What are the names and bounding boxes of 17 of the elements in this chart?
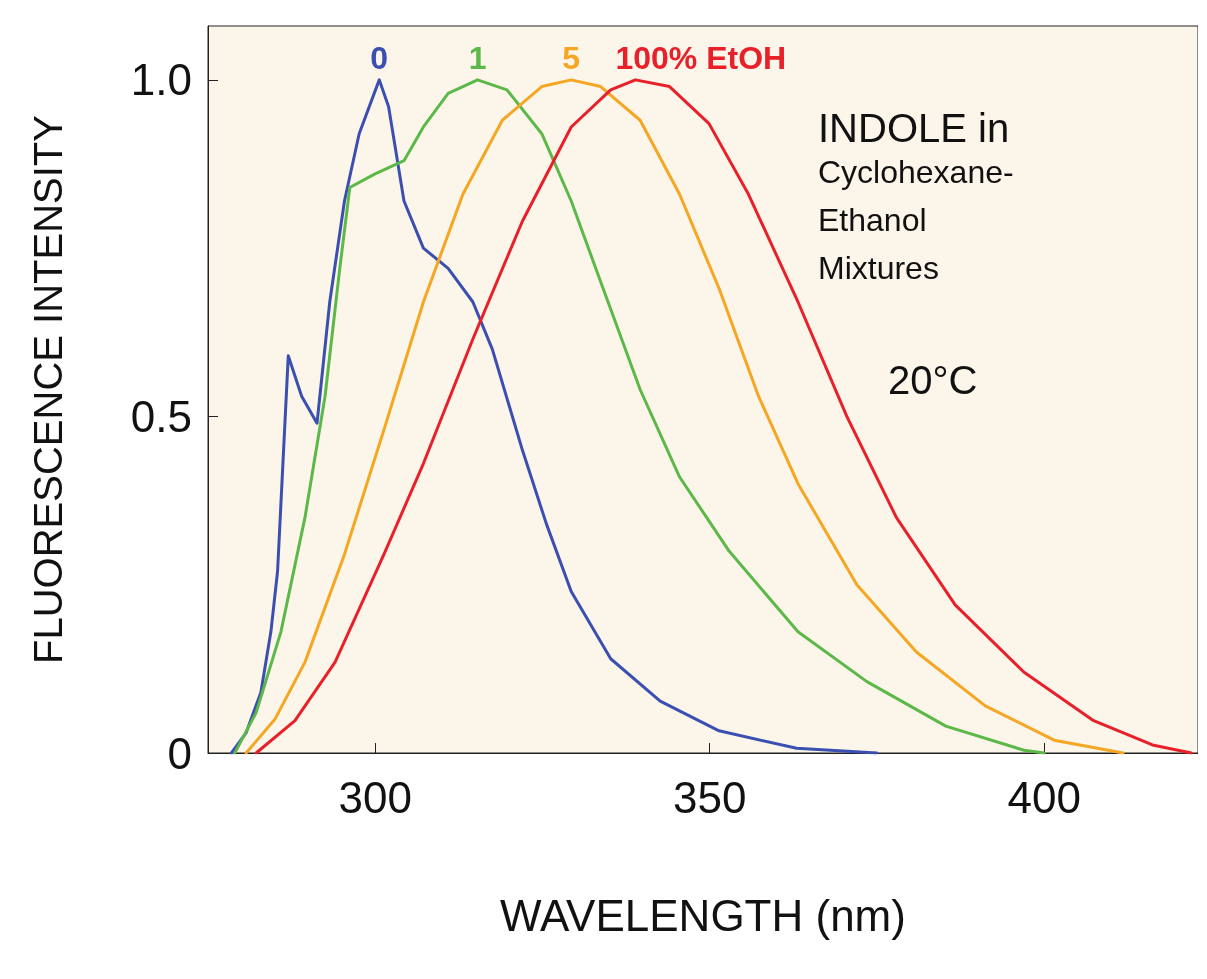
annotation: Ethanol	[818, 202, 927, 238]
y-tick-label: 0.5	[130, 391, 192, 441]
y-tick-label: 1.0	[130, 55, 192, 105]
annotation: 20°C	[888, 358, 978, 402]
series-label: 5	[562, 39, 581, 76]
y-axis-title: FLUORESCENCE INTENSITY	[26, 115, 70, 664]
annotation: Cyclohexane-	[818, 154, 1014, 190]
series-label: 100% EtOH	[615, 39, 787, 76]
annotation: Mixtures	[818, 250, 939, 286]
x-tick-label: 400	[1007, 772, 1081, 822]
series-label: 0	[370, 39, 389, 76]
y-tick-label: 0	[167, 728, 192, 778]
x-tick-label: 350	[672, 772, 747, 822]
series-label: 1	[468, 39, 487, 76]
annotation: INDOLE in	[818, 106, 1010, 150]
x-axis-title: WAVELENGTH (nm)	[500, 890, 906, 940]
x-tick-label: 300	[338, 772, 412, 822]
